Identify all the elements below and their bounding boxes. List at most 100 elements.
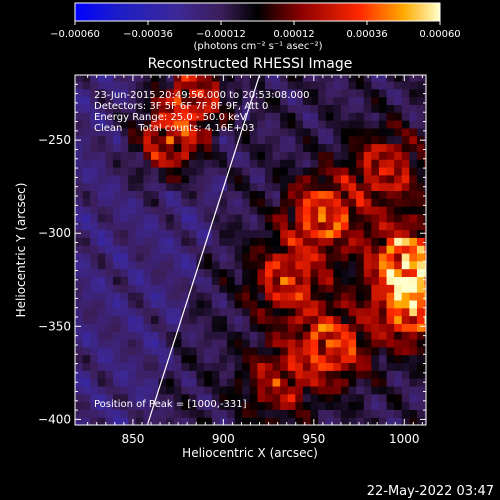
heatmap-cell <box>386 268 395 278</box>
heatmap-cell <box>257 245 266 254</box>
heatmap-cell <box>150 206 160 215</box>
heatmap-cell <box>401 299 410 309</box>
heatmap-cell <box>181 252 190 262</box>
heatmap-cell <box>204 151 213 160</box>
heatmap-cell <box>302 378 312 387</box>
heatmap-cell <box>90 75 99 82</box>
heatmap-cell <box>348 159 357 168</box>
heatmap-cell <box>310 276 319 285</box>
heatmap-cell <box>112 252 122 262</box>
colorbar-tick-label: −0.00012 <box>196 29 246 40</box>
heatmap-cell <box>424 401 426 410</box>
heatmap-cell <box>318 409 327 418</box>
heatmap-cell <box>105 385 114 395</box>
heatmap-cell <box>196 338 205 348</box>
heatmap-cell <box>333 268 342 278</box>
heatmap-cell <box>150 166 160 176</box>
heatmap-cell <box>409 323 418 332</box>
heatmap-cell <box>302 174 312 184</box>
heatmap-cell <box>181 127 190 137</box>
heatmap-cell <box>416 346 426 356</box>
heatmap-cell <box>302 362 312 371</box>
heatmap-cell <box>340 112 350 121</box>
heatmap-cell <box>310 252 319 262</box>
heatmap-cell <box>363 237 372 246</box>
heatmap-cell <box>166 229 175 238</box>
heatmap-cell <box>90 307 99 317</box>
heatmap-cell <box>287 284 296 293</box>
heatmap-cell <box>97 190 106 199</box>
heatmap-cell <box>257 143 266 152</box>
heatmap-cell <box>249 75 258 82</box>
heatmap-cell <box>128 221 137 231</box>
heatmap-cell <box>188 120 198 129</box>
heatmap-cell <box>280 268 289 278</box>
heatmap-cell <box>325 393 334 403</box>
heatmap-cell <box>128 229 137 238</box>
heatmap-cell <box>333 229 342 238</box>
heatmap-cell <box>318 323 327 332</box>
heatmap-cell <box>120 174 129 184</box>
heatmap-cell <box>295 260 304 270</box>
heatmap-cell <box>181 393 190 403</box>
heatmap-cell <box>280 331 289 340</box>
heatmap-cell <box>112 331 122 340</box>
heatmap-cell <box>150 338 160 348</box>
heatmap-cell <box>325 213 334 223</box>
heatmap-cell <box>112 213 122 223</box>
heatmap-cell <box>135 104 144 113</box>
heatmap-cell <box>211 409 220 418</box>
heatmap-cell <box>188 284 198 293</box>
heatmap-cell <box>120 362 129 371</box>
heatmap-cell <box>128 120 137 129</box>
heatmap-cell <box>112 88 122 98</box>
heatmap-cell <box>394 213 403 223</box>
heatmap-cell <box>371 159 380 168</box>
heatmap-cell <box>166 80 175 90</box>
heatmap-cell <box>211 198 220 207</box>
heatmap-cell <box>348 127 357 137</box>
heatmap-cell <box>257 96 266 106</box>
heatmap-cell <box>158 299 167 309</box>
heatmap-cell <box>120 292 129 301</box>
heatmap-cell <box>204 299 213 309</box>
heatmap-cell <box>211 213 220 223</box>
heatmap-cell <box>340 120 350 129</box>
heatmap-cell <box>143 75 152 82</box>
heatmap-cell <box>386 378 395 387</box>
heatmap-cell <box>242 127 251 137</box>
heatmap-cell <box>249 338 258 348</box>
heatmap-cell <box>173 260 182 270</box>
heatmap-cell <box>318 229 327 238</box>
heatmap-cell <box>340 75 350 82</box>
heatmap-cell <box>386 237 395 246</box>
heatmap-cell <box>249 143 258 152</box>
heatmap-cell <box>204 260 213 270</box>
heatmap-cell <box>211 338 220 348</box>
heatmap-cell <box>150 362 160 371</box>
heatmap-cell <box>166 292 175 301</box>
heatmap-cell <box>356 213 365 223</box>
heatmap-cell <box>120 135 129 145</box>
heatmap-cell <box>196 151 205 160</box>
heatmap-cell <box>348 284 357 293</box>
heatmap-cell <box>287 80 296 90</box>
heatmap-cell <box>325 362 334 371</box>
heatmap-cell <box>363 252 372 262</box>
heatmap-cell <box>378 401 388 410</box>
heatmap-cell <box>310 206 319 215</box>
heatmap-cell <box>363 159 372 168</box>
heatmap-cell <box>333 378 342 387</box>
heatmap-cell <box>318 268 327 278</box>
heatmap-cell <box>333 331 342 340</box>
heatmap-cell <box>295 409 304 418</box>
heatmap-cell <box>188 417 198 425</box>
heatmap-cell <box>287 378 296 387</box>
heatmap-cell <box>264 401 274 410</box>
heatmap-cell <box>112 284 122 293</box>
heatmap-cell <box>295 245 304 254</box>
heatmap-cell <box>401 104 410 113</box>
colorbar-tick-label: 0.00036 <box>346 29 387 40</box>
heatmap-cell <box>302 143 312 152</box>
heatmap-cell <box>158 307 167 317</box>
